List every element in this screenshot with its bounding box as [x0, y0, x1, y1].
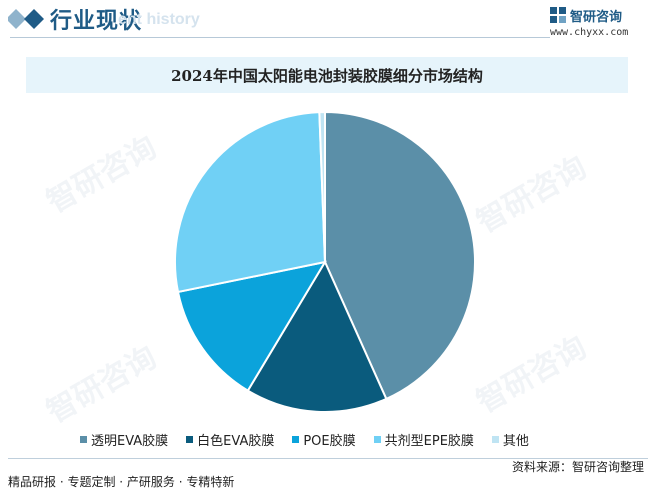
- data-source: 资料来源：智研咨询整理: [511, 460, 644, 474]
- legend-item: 其他: [491, 430, 529, 449]
- footer: 精品研报 · 专题定制 · 产研服务 · 专精特新 资料来源：智研咨询整理: [0, 456, 652, 493]
- diamond-icon: [8, 9, 44, 29]
- pie-slice-5: [318, 110, 326, 263]
- pie-slice-1: [324, 110, 476, 401]
- legend-item: POE胶膜: [292, 430, 356, 449]
- brand-name: 智研咨询: [570, 10, 623, 25]
- footer-services: 精品研报 · 专题定制 · 产研服务 · 专精特新: [8, 475, 235, 489]
- section-header: 行业现状 ent history 智研咨询 www.chyxx.com: [0, 0, 652, 40]
- legend-item: 共剂型EPE胶膜: [373, 430, 474, 449]
- pie-slice-4: [174, 111, 327, 294]
- legend-swatch: [491, 435, 499, 443]
- chyxx-logo-icon: [550, 7, 566, 23]
- footer-divider: [8, 458, 648, 459]
- section-subtitle: ent history: [118, 11, 200, 28]
- legend-swatch: [373, 435, 381, 443]
- legend-label: POE胶膜: [303, 433, 356, 449]
- pie-slice-3: [176, 260, 328, 393]
- legend-item: 白色EVA胶膜: [186, 430, 274, 449]
- pie-slice-2: [246, 259, 388, 413]
- legend-item: 透明EVA胶膜: [80, 430, 168, 449]
- chart-title-bar: 2024年中国太阳能电池封装胶膜细分市场结构: [26, 57, 628, 93]
- legend-swatch: [292, 435, 300, 443]
- chart-title: 2024年中国太阳能电池封装胶膜细分市场结构: [171, 66, 483, 85]
- legend-label: 透明EVA胶膜: [91, 433, 169, 449]
- legend-label: 白色EVA胶膜: [197, 433, 275, 449]
- legend-label: 其他: [502, 433, 529, 449]
- brand-url: www.chyxx.com: [550, 27, 629, 38]
- header-divider: [10, 37, 550, 38]
- legend-swatch: [80, 435, 87, 443]
- brand: 智研咨询 www.chyxx.com: [550, 6, 640, 40]
- chart-legend: 透明EVA胶膜 白色EVA胶膜 POE胶膜 共剂型EPE胶膜 其他: [80, 429, 600, 449]
- legend-swatch: [186, 435, 194, 443]
- section-title: 行业现状: [50, 9, 143, 34]
- legend-label: 共剂型EPE胶膜: [384, 433, 474, 449]
